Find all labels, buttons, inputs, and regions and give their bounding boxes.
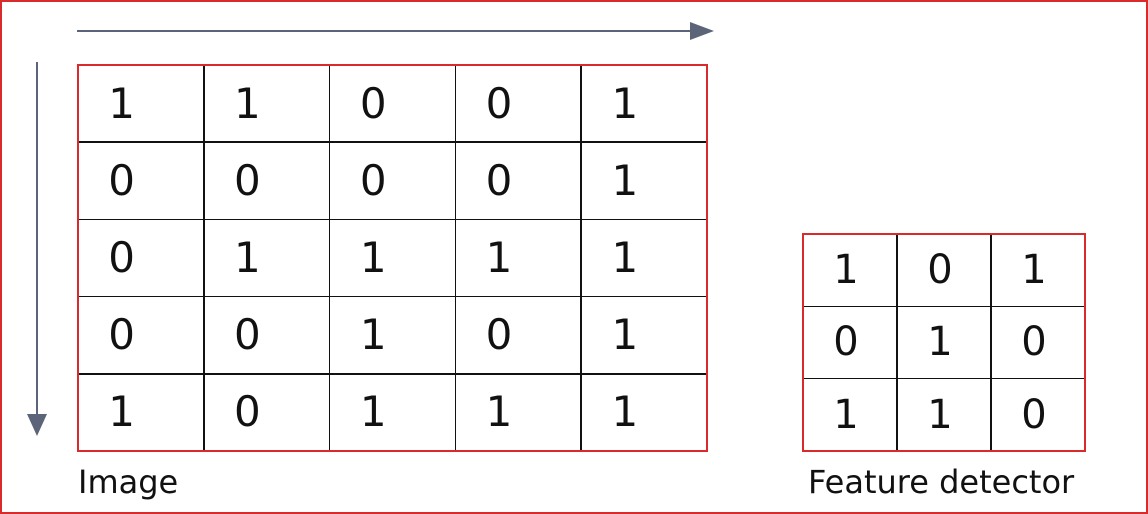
matrix-cell: 1 xyxy=(203,218,331,298)
matrix-cell: 0 xyxy=(896,233,992,308)
matrix-cell: 0 xyxy=(77,295,205,375)
matrix-cell: 0 xyxy=(77,218,205,298)
matrix-cell: 1 xyxy=(580,64,708,143)
matrix-cell: 1 xyxy=(328,218,457,298)
matrix-cell: 1 xyxy=(454,373,582,452)
matrix-cell: 0 xyxy=(990,377,1086,452)
matrix-cell: 1 xyxy=(580,295,708,375)
matrix-cell: 0 xyxy=(203,141,331,221)
matrix-cell: 1 xyxy=(896,305,992,380)
vertical-arrow xyxy=(27,62,47,436)
image-caption: Image xyxy=(78,463,179,501)
matrix-cell: 0 xyxy=(77,141,205,221)
matrix-cell: 0 xyxy=(328,64,457,143)
matrix-cell: 0 xyxy=(203,295,331,375)
matrix-cell: 0 xyxy=(328,141,457,221)
matrix-cell: 1 xyxy=(328,373,457,452)
matrix-cell: 1 xyxy=(802,377,898,452)
matrix-cell: 1 xyxy=(990,233,1086,308)
matrix-cell: 0 xyxy=(454,141,582,221)
matrix-cell: 1 xyxy=(580,218,708,298)
matrix-cell: 1 xyxy=(203,64,331,143)
matrix-cell: 1 xyxy=(896,377,992,452)
matrix-cell: 0 xyxy=(454,64,582,143)
matrix-cell: 1 xyxy=(580,141,708,221)
matrix-cell: 1 xyxy=(802,233,898,308)
matrix-cell: 0 xyxy=(454,295,582,375)
matrix-cell: 1 xyxy=(77,373,205,452)
matrix-cell: 1 xyxy=(580,373,708,452)
horizontal-arrow xyxy=(77,22,714,40)
feature-detector-caption: Feature detector xyxy=(808,463,1075,501)
matrix-cell: 1 xyxy=(77,64,205,143)
matrix-cell: 0 xyxy=(203,373,331,452)
matrix-cell: 1 xyxy=(328,295,457,375)
matrix-cell: 0 xyxy=(802,305,898,380)
matrix-cell: 0 xyxy=(990,305,1086,380)
matrix-cell: 1 xyxy=(454,218,582,298)
